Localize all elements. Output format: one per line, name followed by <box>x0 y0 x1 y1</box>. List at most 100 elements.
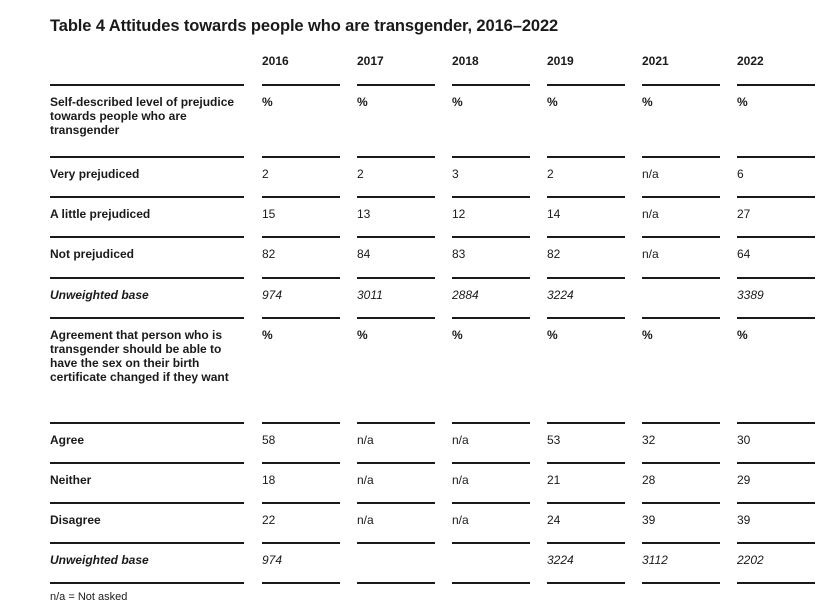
row-rule <box>50 542 244 544</box>
row-rule <box>50 277 244 279</box>
cell-rule <box>547 317 625 319</box>
table-cell: 28 <box>642 473 656 487</box>
cell-rule <box>357 462 435 464</box>
cell-rule <box>452 462 530 464</box>
cell-rule <box>737 317 815 319</box>
cell-rule <box>737 236 815 238</box>
cell-rule <box>262 462 340 464</box>
cell-rule <box>452 277 530 279</box>
cell-rule <box>642 582 720 584</box>
table-cell: 32 <box>642 433 656 447</box>
table-cell: 39 <box>737 513 751 527</box>
cell-rule <box>642 462 720 464</box>
cell-rule <box>262 196 340 198</box>
row-label: Unweighted base <box>50 288 149 302</box>
table-cell: 2 <box>262 167 269 181</box>
cell-rule <box>642 84 720 86</box>
table-cell: 18 <box>262 473 276 487</box>
table-title: Table 4 Attitudes towards people who are… <box>50 17 559 35</box>
percent-unit: % <box>642 95 653 109</box>
cell-rule <box>262 542 340 544</box>
cell-rule <box>547 422 625 424</box>
row-rule <box>50 84 244 86</box>
cell-rule <box>452 84 530 86</box>
cell-rule <box>547 542 625 544</box>
table-cell: 2884 <box>452 288 479 302</box>
cell-rule <box>262 317 340 319</box>
cell-rule <box>642 277 720 279</box>
table-cell: n/a <box>642 167 659 181</box>
table-cell: 2 <box>547 167 554 181</box>
cell-rule <box>357 542 435 544</box>
year-header: 2022 <box>737 54 764 68</box>
cell-rule <box>357 502 435 504</box>
table-cell: 82 <box>547 247 561 261</box>
table-cell: 3224 <box>547 553 574 567</box>
table-cell: n/a <box>642 247 659 261</box>
row-label: Very prejudiced <box>50 167 140 181</box>
table-cell: n/a <box>452 513 469 527</box>
percent-unit: % <box>452 328 463 342</box>
row-label: Agree <box>50 433 85 447</box>
cell-rule <box>547 156 625 158</box>
table-cell: 2202 <box>737 553 764 567</box>
table-cell: 3389 <box>737 288 764 302</box>
cell-rule <box>357 422 435 424</box>
row-rule <box>50 462 244 464</box>
year-header: 2017 <box>357 54 384 68</box>
cell-rule <box>642 317 720 319</box>
cell-rule <box>737 582 815 584</box>
table-cell: 3 <box>452 167 459 181</box>
section-label: Self-described level of prejudice toward… <box>50 95 235 137</box>
cell-rule <box>737 277 815 279</box>
table-cell: 13 <box>357 207 371 221</box>
percent-unit: % <box>737 328 748 342</box>
cell-rule <box>452 236 530 238</box>
table-cell: 64 <box>737 247 751 261</box>
cell-rule <box>452 196 530 198</box>
table-cell: 3011 <box>357 288 383 302</box>
cell-rule <box>357 277 435 279</box>
cell-rule <box>357 156 435 158</box>
table-cell: n/a <box>357 473 374 487</box>
cell-rule <box>262 582 340 584</box>
row-label: Unweighted base <box>50 553 149 567</box>
cell-rule <box>357 84 435 86</box>
table-cell: 58 <box>262 433 276 447</box>
cell-rule <box>262 84 340 86</box>
year-header: 2016 <box>262 54 289 68</box>
cell-rule <box>452 542 530 544</box>
cell-rule <box>262 156 340 158</box>
cell-rule <box>642 156 720 158</box>
row-label: A little prejudiced <box>50 207 151 221</box>
table-cell: n/a <box>452 473 469 487</box>
year-header: 2018 <box>452 54 479 68</box>
row-rule <box>50 422 244 424</box>
cell-rule <box>357 236 435 238</box>
percent-unit: % <box>357 95 368 109</box>
row-rule <box>50 582 244 584</box>
table-cell: 974 <box>262 288 283 302</box>
year-header: 2019 <box>547 54 574 68</box>
section-label: Agreement that person who is transgender… <box>50 328 229 384</box>
table-cell: 29 <box>737 473 751 487</box>
percent-unit: % <box>262 95 273 109</box>
table-cell: 27 <box>737 207 751 221</box>
cell-rule <box>452 502 530 504</box>
table-cell: 21 <box>547 473 561 487</box>
cell-rule <box>262 236 340 238</box>
cell-rule <box>737 156 815 158</box>
cell-rule <box>452 317 530 319</box>
cell-rule <box>547 196 625 198</box>
footnote: n/a = Not asked <box>50 591 128 603</box>
table-cell: 974 <box>262 553 283 567</box>
table-cell: 6 <box>737 167 744 181</box>
percent-unit: % <box>547 328 558 342</box>
row-rule <box>50 317 244 319</box>
percent-unit: % <box>452 95 463 109</box>
year-header: 2021 <box>642 54 669 68</box>
percent-unit: % <box>737 95 748 109</box>
table-cell: 30 <box>737 433 751 447</box>
table-cell: 53 <box>547 433 561 447</box>
cell-rule <box>547 462 625 464</box>
